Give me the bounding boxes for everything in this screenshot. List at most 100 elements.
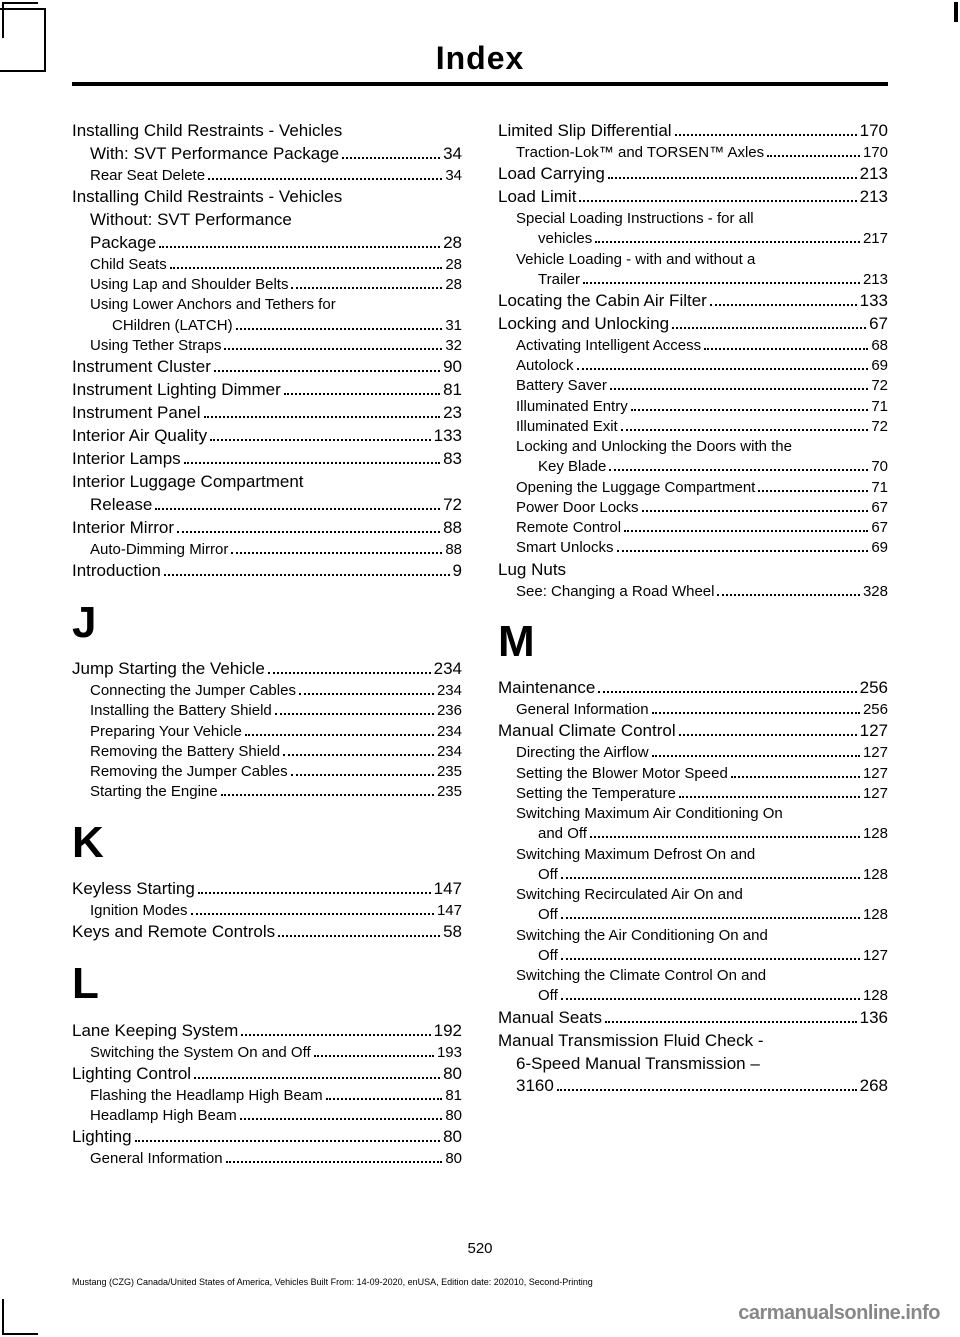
leader-dots <box>268 672 431 674</box>
page-ref: 80 <box>445 1149 462 1169</box>
entry-text: Instrument Panel <box>72 402 201 425</box>
entry-text: Lighting <box>72 1126 132 1149</box>
index-entry: Installing Child Restraints - Vehicles <box>72 120 462 143</box>
index-entry: Switching the System On and Off193 <box>72 1043 462 1063</box>
page-ref: 71 <box>871 397 888 417</box>
page-ref: 88 <box>445 540 462 560</box>
index-entry: Interior Luggage Compartment <box>72 471 462 494</box>
entry-text: Lighting Control <box>72 1063 191 1086</box>
index-entry: Instrument Lighting Dimmer81 <box>72 379 462 402</box>
index-entry: Limited Slip Differential170 <box>498 120 888 143</box>
leader-dots <box>621 429 869 431</box>
leader-dots <box>608 177 857 179</box>
leader-dots <box>284 393 440 395</box>
leader-dots <box>291 774 434 776</box>
index-entry: With: SVT Performance Package34 <box>72 143 462 166</box>
index-entry: Vehicle Loading - with and without a <box>498 250 888 270</box>
page-ref: 81 <box>443 379 462 402</box>
entry-text: Without: SVT Performance <box>72 209 292 232</box>
page-ref: 81 <box>445 1086 462 1106</box>
leader-dots <box>561 958 860 960</box>
leader-dots <box>210 439 431 441</box>
entry-text: Headlamp High Beam <box>72 1106 237 1126</box>
leader-dots <box>590 836 860 838</box>
index-entry: See: Changing a Road Wheel328 <box>498 582 888 602</box>
entry-text: Opening the Luggage Compartment <box>498 478 755 498</box>
index-entry: Remote Control67 <box>498 518 888 538</box>
entry-text: Connecting the Jumper Cables <box>72 681 296 701</box>
index-entry: Lighting80 <box>72 1126 462 1149</box>
leader-dots <box>675 134 857 136</box>
leader-dots <box>326 1098 443 1100</box>
index-entry: Off128 <box>498 986 888 1006</box>
leader-dots <box>710 304 857 306</box>
index-entry: Illuminated Entry71 <box>498 397 888 417</box>
page-ref: 193 <box>437 1043 462 1063</box>
entry-text: Key Blade <box>498 457 606 477</box>
leader-dots <box>598 691 856 693</box>
entry-text: Using Tether Straps <box>72 336 221 356</box>
index-entry: Activating Intelligent Access68 <box>498 336 888 356</box>
entry-text: Switching Recirculated Air On and <box>498 885 743 905</box>
entry-text: Interior Mirror <box>72 517 174 540</box>
leader-dots <box>679 796 860 798</box>
entry-text: Ignition Modes <box>72 901 188 921</box>
page-ref: 268 <box>860 1075 888 1098</box>
index-entry: Illuminated Exit 72 <box>498 417 888 437</box>
entry-text: Locating the Cabin Air Filter <box>498 290 707 313</box>
leader-dots <box>561 998 860 1000</box>
index-entry: Switching Maximum Air Conditioning On <box>498 804 888 824</box>
leader-dots <box>191 913 434 915</box>
page-ref: 127 <box>863 743 888 763</box>
page-title: Index <box>0 40 960 77</box>
entry-text: Interior Luggage Compartment <box>72 471 304 494</box>
page-ref: 88 <box>443 517 462 540</box>
leader-dots <box>208 178 442 180</box>
leader-dots <box>245 734 434 736</box>
index-entry: General Information 80 <box>72 1149 462 1169</box>
page-ref: 234 <box>434 658 462 681</box>
index-entry: 3160268 <box>498 1075 888 1098</box>
page-ref: 80 <box>443 1063 462 1086</box>
entry-text: With: SVT Performance Package <box>72 143 339 166</box>
index-entry: General Information256 <box>498 700 888 720</box>
page-ref: 23 <box>443 402 462 425</box>
page-ref: 67 <box>871 518 888 538</box>
entry-text: Illuminated Exit <box>498 417 618 437</box>
entry-text: Removing the Jumper Cables <box>72 762 288 782</box>
leader-dots <box>652 712 860 714</box>
entry-text: Directing the Airflow <box>498 743 649 763</box>
index-entry: Jump Starting the Vehicle234 <box>72 658 462 681</box>
page-ref: 72 <box>443 494 462 517</box>
index-entry: Trailer213 <box>498 270 888 290</box>
page-ref: 147 <box>437 901 462 921</box>
leader-dots <box>605 1021 857 1023</box>
entry-text: vehicles <box>498 229 592 249</box>
index-entry: Connecting the Jumper Cables234 <box>72 681 462 701</box>
index-entry: and Off128 <box>498 824 888 844</box>
entry-text: Interior Lamps <box>72 448 181 471</box>
leader-dots <box>177 531 440 533</box>
page-ref: 72 <box>871 417 888 437</box>
entry-text: Setting the Blower Motor Speed <box>498 764 728 784</box>
page-ref: 28 <box>445 275 462 295</box>
entry-text: Switching Maximum Defrost On and <box>498 845 755 865</box>
entry-text: Interior Air Quality <box>72 425 207 448</box>
leader-dots <box>224 348 442 350</box>
entry-text: 6-Speed Manual Transmission – <box>498 1053 760 1076</box>
index-entry: Using Tether Straps32 <box>72 336 462 356</box>
entry-text: Rear Seat Delete <box>72 166 205 186</box>
section-letter: M <box>498 612 888 671</box>
index-entry: Manual Transmission Fluid Check - <box>498 1030 888 1053</box>
index-entry: Switching Recirculated Air On and <box>498 885 888 905</box>
leader-dots <box>767 155 860 157</box>
leader-dots <box>314 1055 434 1057</box>
page-ref: 133 <box>434 425 462 448</box>
index-entry: Traction-Lok™ and TORSEN™ Axles170 <box>498 143 888 163</box>
entry-text: Removing the Battery Shield <box>72 742 280 762</box>
entry-text: Smart Unlocks <box>498 538 614 558</box>
page-ref: 133 <box>860 290 888 313</box>
leader-dots <box>631 409 869 411</box>
entry-text: General Information <box>72 1149 223 1169</box>
index-entry: Ignition Modes 147 <box>72 901 462 921</box>
